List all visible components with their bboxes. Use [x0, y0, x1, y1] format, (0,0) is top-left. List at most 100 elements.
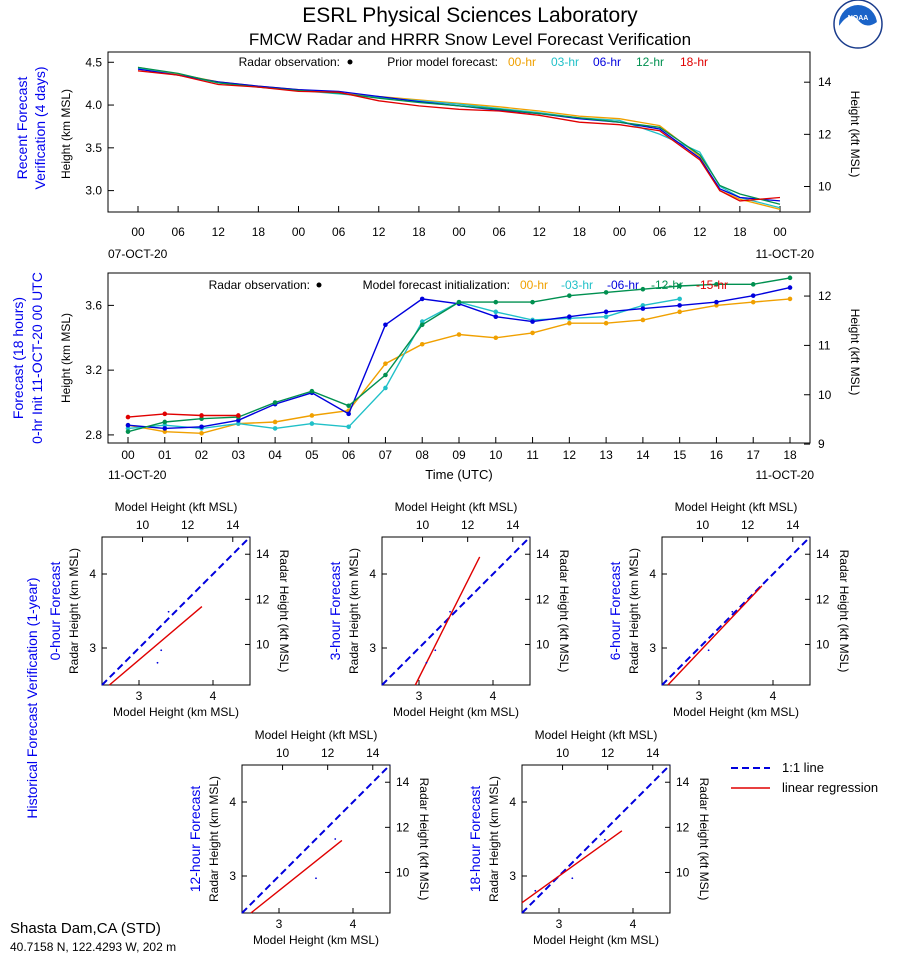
panel2-series-point-0	[530, 330, 535, 336]
scatter-panel-3: 12-hour Forecast Radar Height (km MSL) Rad…	[187, 728, 431, 947]
panel2-legend: Radar observation: Model forecast initia…	[209, 278, 728, 292]
panel1-ylabel-right: Height (kft MSL)	[848, 91, 862, 178]
panel2-xtick-label: 06	[342, 448, 356, 462]
panel2-series-point-3	[640, 286, 646, 292]
scatter-xtick-top-label: 12	[461, 518, 475, 532]
scatter-point	[425, 661, 428, 664]
panel2-xtick-label: 04	[268, 448, 282, 462]
panel1-legend-prior: Prior model forecast:	[387, 55, 498, 69]
panel1-series-line-4	[137, 70, 781, 202]
scatter-ytick-right-label: 12	[256, 592, 270, 606]
scatter-xtick-top-label: 12	[601, 746, 615, 760]
panel1-legend-06hr: 06-hr	[593, 55, 621, 69]
panel2-series-point-2	[162, 426, 168, 431]
noaa-logo: NOAA	[833, 0, 883, 49]
panel2-xtick-label: 10	[489, 448, 503, 462]
scatter-frame	[101, 536, 251, 686]
panel2-ytick-right-label: 9	[818, 437, 825, 451]
scatter-xlabel: Model Height (km MSL)	[393, 705, 519, 719]
panel1-x-axis: 00 06 12 18 00 06 12 18 00 06 12 18 00 06 12 18 00	[131, 206, 787, 239]
panel2-date-right: 11-OCT-20	[756, 468, 815, 482]
scatter-frame	[661, 536, 811, 686]
scatter-xlabel: Model Height (km MSL)	[253, 933, 379, 947]
panel1-date-left: 07-OCT-20	[108, 247, 168, 261]
panel1-series-line-0	[137, 66, 781, 211]
scatter-panel-0: 0-hour Forecast Radar Height (km MSL) Rada…	[47, 500, 291, 719]
panel2-series-point-4	[125, 414, 131, 420]
scatter-panels: 0-hour Forecast Radar Height (km MSL) Rada…	[47, 500, 851, 947]
panel1-ytick-label: 4.0	[85, 98, 102, 112]
panel2-series-point-3	[125, 429, 131, 434]
panel2-series-point-0	[162, 429, 168, 434]
panel2-legend-m03hr: -03-hr	[561, 278, 593, 292]
scatter-ytick-right-label: 10	[536, 637, 550, 651]
scatter-xtick-label: 4	[210, 689, 217, 703]
scatter-one-to-one-line	[661, 536, 811, 686]
scatter-xtick-label: 3	[136, 689, 143, 703]
scatter-xlabel: Model Height (km MSL)	[113, 705, 239, 719]
scatter-xtick-top-label: 14	[786, 518, 800, 532]
panel2-xtick-label: 17	[747, 448, 761, 462]
scatter-ytick-right-label: 12	[676, 820, 690, 834]
panel2-series-point-2	[750, 293, 756, 298]
scatter-panel-title: 12-hour Forecast	[187, 786, 203, 893]
panel2-series-point-2	[567, 314, 572, 320]
scatter-xlabel-top: Model Height (kft MSL)	[395, 500, 518, 514]
scatter-legend: 1:1 line linear regression	[731, 760, 878, 795]
scatter-frame	[521, 764, 671, 914]
scatter-point	[731, 610, 734, 613]
panel2-ylabel-right: Height (kft MSL)	[848, 309, 862, 396]
panel1-legend-obs: Radar observation:	[239, 55, 340, 69]
panel2-series-point-4	[162, 411, 168, 417]
panel1-section-label-1: Recent Forecast	[14, 77, 30, 180]
panel2-xtick-label: 14	[636, 448, 650, 462]
panel2-series-line-2	[127, 286, 791, 430]
scatter-xtick-label: 3	[276, 917, 283, 931]
panel2-series-point-2	[493, 314, 499, 320]
scatter-ylabel-right: Radar Height (kft MSL)	[837, 550, 851, 673]
scatter-regression-line	[521, 830, 623, 904]
scatter-panel-title: 18-hour Forecast	[467, 786, 483, 893]
scatter-point	[603, 838, 606, 841]
scatter-section-label: Historical Forecast Verification (1-year…	[24, 577, 40, 818]
scatter-panel-2: 6-hour Forecast Radar Height (km MSL) Rada…	[607, 500, 851, 719]
panel1-xtick-label: 00	[613, 225, 627, 239]
scatter-point	[334, 838, 337, 840]
scatter-ylabel-left: Radar Height (km MSL)	[487, 776, 501, 902]
panel1-series-line-1	[137, 67, 781, 209]
scatter-xlabel: Model Height (km MSL)	[673, 705, 799, 719]
panel1-frame	[107, 51, 811, 213]
scatter-ytick-right-label: 10	[396, 865, 410, 879]
panel2-series-point-4	[199, 413, 204, 418]
panel2-series	[125, 275, 793, 436]
panel2-xtick-label: 02	[195, 448, 209, 462]
panel2-series-point-2	[346, 411, 351, 417]
panel2-series-point-0	[272, 419, 278, 425]
panel2-series-line-1	[127, 298, 680, 430]
panel2-legend-m12hr: -12-hr	[651, 278, 683, 292]
panel2-series-point-4	[236, 413, 241, 418]
legend-one-to-one-label: 1:1 line	[782, 760, 824, 775]
panel2-series-point-3	[530, 299, 535, 305]
panel2-series-point-3	[750, 282, 756, 287]
panel2-series-point-0	[199, 430, 204, 436]
scatter-one-to-one-line	[241, 764, 391, 914]
panel2-series-point-1	[640, 303, 646, 308]
panel2-series-line-0	[127, 298, 791, 435]
panel2-ytick-label: 2.8	[85, 428, 102, 442]
panel2-series-point-3	[787, 275, 793, 281]
panel2-series-point-0	[640, 317, 646, 323]
scatter-point	[160, 649, 163, 652]
panel2-xtick-label: 08	[416, 448, 430, 462]
panel2-ytick-label: 3.2	[85, 363, 102, 377]
scatter-ytick-label: 4	[89, 567, 96, 581]
panel1-legend: Radar observation: Prior model forecast:…	[239, 55, 708, 69]
panel2-series-point-1	[383, 385, 388, 391]
panel2-series-point-1	[346, 424, 351, 430]
scatter-ytick-label: 4	[369, 567, 376, 581]
scatter-regression-line	[414, 556, 481, 686]
scatter-xtick-label: 3	[696, 689, 703, 703]
panel2-series-point-2	[714, 299, 719, 305]
panel2-series-point-2	[125, 422, 131, 428]
